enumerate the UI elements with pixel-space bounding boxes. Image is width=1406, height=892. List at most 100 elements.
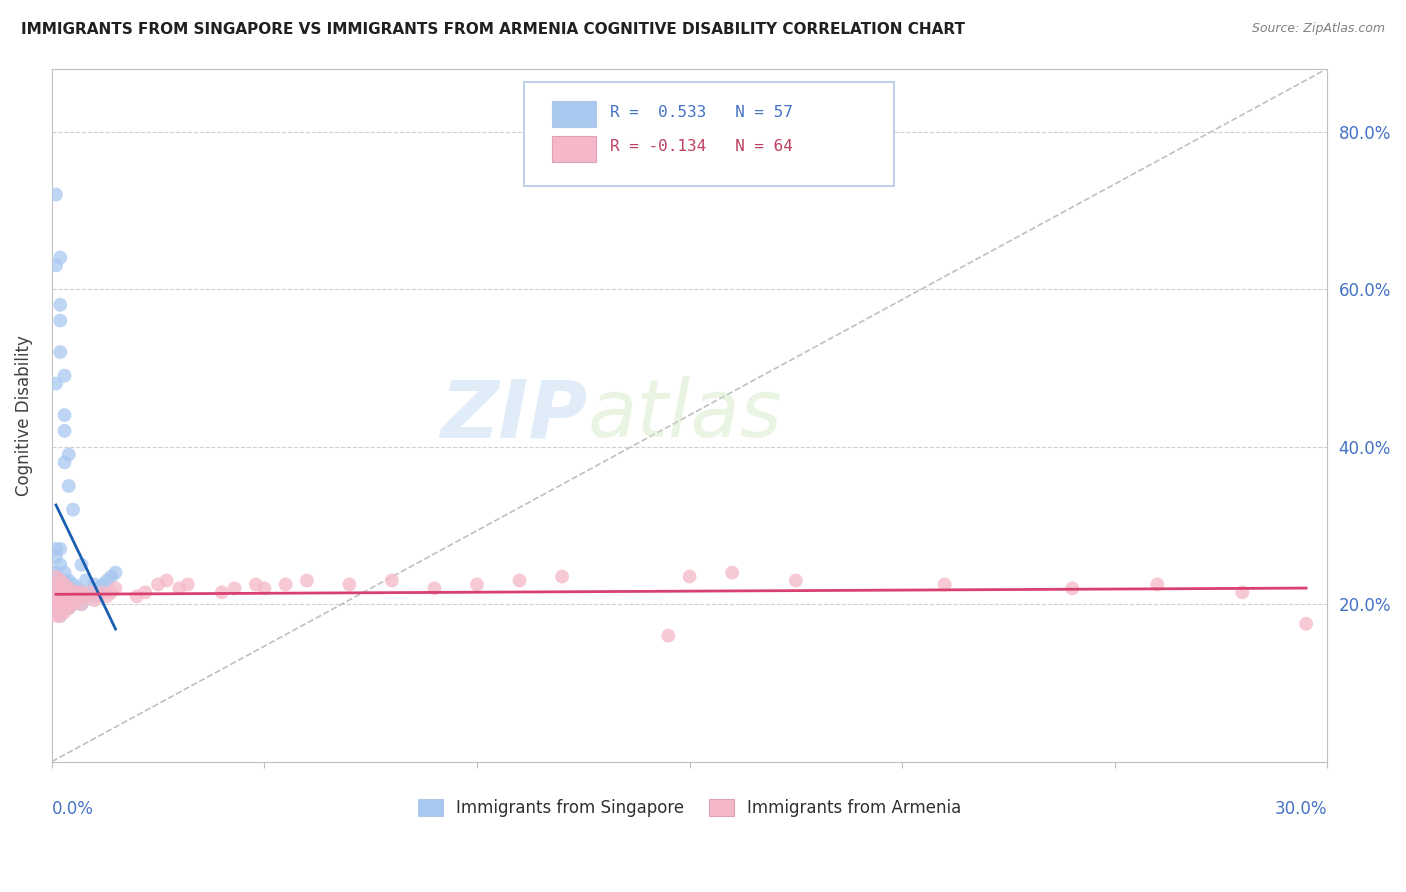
Point	[53, 605, 76, 619]
Point	[49, 574, 72, 588]
Point	[45, 376, 67, 391]
Point	[508, 574, 530, 588]
Point	[678, 569, 700, 583]
Point	[211, 585, 233, 599]
Point	[58, 479, 80, 493]
Point	[53, 593, 76, 607]
Point	[134, 585, 156, 599]
Point	[45, 593, 67, 607]
Point	[274, 577, 297, 591]
Text: IMMIGRANTS FROM SINGAPORE VS IMMIGRANTS FROM ARMENIA COGNITIVE DISABILITY CORREL: IMMIGRANTS FROM SINGAPORE VS IMMIGRANTS …	[21, 22, 965, 37]
Point	[58, 448, 80, 462]
Point	[49, 597, 72, 611]
Point	[75, 574, 97, 588]
Point	[49, 541, 72, 556]
Point	[66, 582, 89, 596]
Point	[934, 577, 956, 591]
Point	[70, 585, 93, 599]
Point	[49, 298, 72, 312]
Text: R = -0.134   N = 64: R = -0.134 N = 64	[610, 139, 793, 154]
Point	[49, 597, 72, 611]
Point	[62, 597, 84, 611]
Text: atlas: atlas	[588, 376, 782, 454]
Point	[62, 585, 84, 599]
Point	[62, 502, 84, 516]
Point	[53, 585, 76, 599]
Point	[155, 574, 177, 588]
Point	[53, 577, 76, 591]
Text: R =  0.533   N = 57: R = 0.533 N = 57	[610, 104, 793, 120]
Point	[49, 601, 72, 615]
Point	[49, 251, 72, 265]
Point	[53, 368, 76, 383]
Point	[91, 577, 114, 591]
Point	[96, 589, 118, 603]
Point	[91, 585, 114, 599]
Point	[49, 589, 72, 603]
Point	[62, 589, 84, 603]
Bar	[551, 101, 596, 128]
Point	[45, 582, 67, 596]
Point	[169, 582, 191, 596]
Point	[83, 593, 105, 607]
Point	[45, 585, 67, 599]
Point	[45, 585, 67, 599]
Point	[49, 558, 72, 572]
Point	[49, 589, 72, 603]
Point	[423, 582, 446, 596]
Point	[96, 574, 118, 588]
Point	[53, 589, 76, 603]
Point	[465, 577, 488, 591]
Point	[45, 566, 67, 580]
Point	[45, 549, 67, 564]
Point	[721, 566, 744, 580]
Point	[58, 601, 80, 615]
Text: ZIP: ZIP	[440, 376, 588, 454]
Point	[70, 597, 93, 611]
Point	[53, 566, 76, 580]
Point	[70, 585, 93, 599]
Point	[657, 629, 679, 643]
Point	[49, 345, 72, 359]
Point	[66, 593, 89, 607]
Point	[45, 574, 67, 588]
Point	[45, 187, 67, 202]
Point	[100, 585, 122, 599]
Point	[58, 601, 80, 615]
Point	[53, 424, 76, 438]
Point	[49, 574, 72, 588]
Point	[1232, 585, 1254, 599]
Point	[70, 558, 93, 572]
Point	[49, 609, 72, 624]
Point	[45, 569, 67, 583]
Point	[1146, 577, 1168, 591]
Y-axis label: Cognitive Disability: Cognitive Disability	[15, 334, 32, 496]
Point	[49, 313, 72, 327]
Text: Source: ZipAtlas.com: Source: ZipAtlas.com	[1251, 22, 1385, 36]
Point	[1062, 582, 1084, 596]
Point	[58, 593, 80, 607]
Point	[177, 577, 200, 591]
Point	[104, 582, 127, 596]
Bar	[551, 136, 596, 162]
Text: 30.0%: 30.0%	[1275, 800, 1327, 818]
Point	[79, 585, 101, 599]
Point	[45, 589, 67, 603]
Point	[339, 577, 361, 591]
Point	[49, 609, 72, 624]
Point	[53, 585, 76, 599]
Point	[381, 574, 404, 588]
Point	[45, 601, 67, 615]
Point	[58, 589, 80, 603]
Point	[45, 597, 67, 611]
FancyBboxPatch shape	[524, 82, 894, 186]
Point	[58, 593, 80, 607]
Point	[125, 589, 148, 603]
Point	[58, 574, 80, 588]
Point	[83, 577, 105, 591]
Point	[45, 589, 67, 603]
Point	[45, 541, 67, 556]
Point	[253, 582, 276, 596]
Point	[53, 408, 76, 422]
Point	[53, 597, 76, 611]
